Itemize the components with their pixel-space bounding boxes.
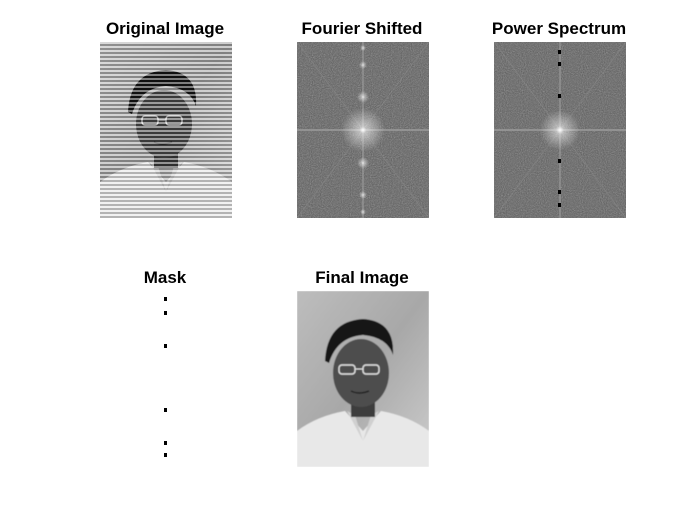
title-final-image: Final Image	[272, 268, 452, 288]
final-image-axes	[297, 291, 429, 467]
portrait-photo-icon	[100, 42, 232, 218]
title-original-image: Original Image	[75, 19, 255, 39]
mask-canvas	[100, 291, 232, 467]
title-power-spectrum: Power Spectrum	[469, 19, 649, 39]
title-mask: Mask	[75, 268, 255, 288]
fft-spectrum-icon	[494, 42, 626, 218]
square-marker-icon	[164, 311, 167, 315]
square-marker-icon	[164, 441, 167, 445]
power-spectrum-axes	[494, 42, 626, 218]
portrait-photo-icon	[297, 291, 429, 467]
square-marker-icon	[164, 344, 167, 348]
title-fourier-shifted: Fourier Shifted	[272, 19, 452, 39]
original-image-axes	[100, 42, 232, 218]
fourier-shifted-axes	[297, 42, 429, 218]
mask-axes	[100, 291, 232, 467]
square-marker-icon	[164, 453, 167, 457]
square-marker-icon	[164, 297, 167, 301]
square-marker-icon	[164, 408, 167, 412]
fft-spectrum-icon	[297, 42, 429, 218]
